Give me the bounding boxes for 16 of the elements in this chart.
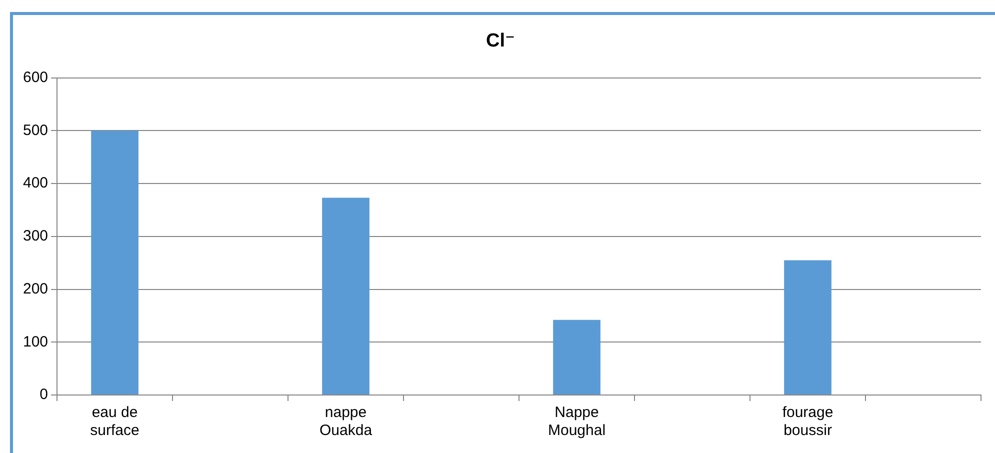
bar (322, 198, 370, 394)
bar (91, 130, 138, 394)
y-tick-label: 600 (22, 68, 48, 86)
y-tick-label: 500 (22, 122, 48, 139)
x-tick-label: fourage boussir (782, 404, 834, 440)
x-tick-label: eau de surface (90, 404, 140, 440)
x-tick-label: nappe Ouakda (319, 404, 373, 440)
bar (784, 260, 832, 394)
x-tick-label: Nappe Moughal (548, 404, 606, 440)
y-tick-label: 0 (40, 386, 48, 404)
chart-title: Cl⁻ (486, 30, 516, 52)
y-tick-label: 200 (22, 280, 48, 298)
y-tick-label: 300 (22, 228, 48, 245)
y-tick-label: 400 (22, 174, 48, 192)
bar (553, 320, 600, 394)
y-tick-label: 100 (22, 333, 48, 350)
